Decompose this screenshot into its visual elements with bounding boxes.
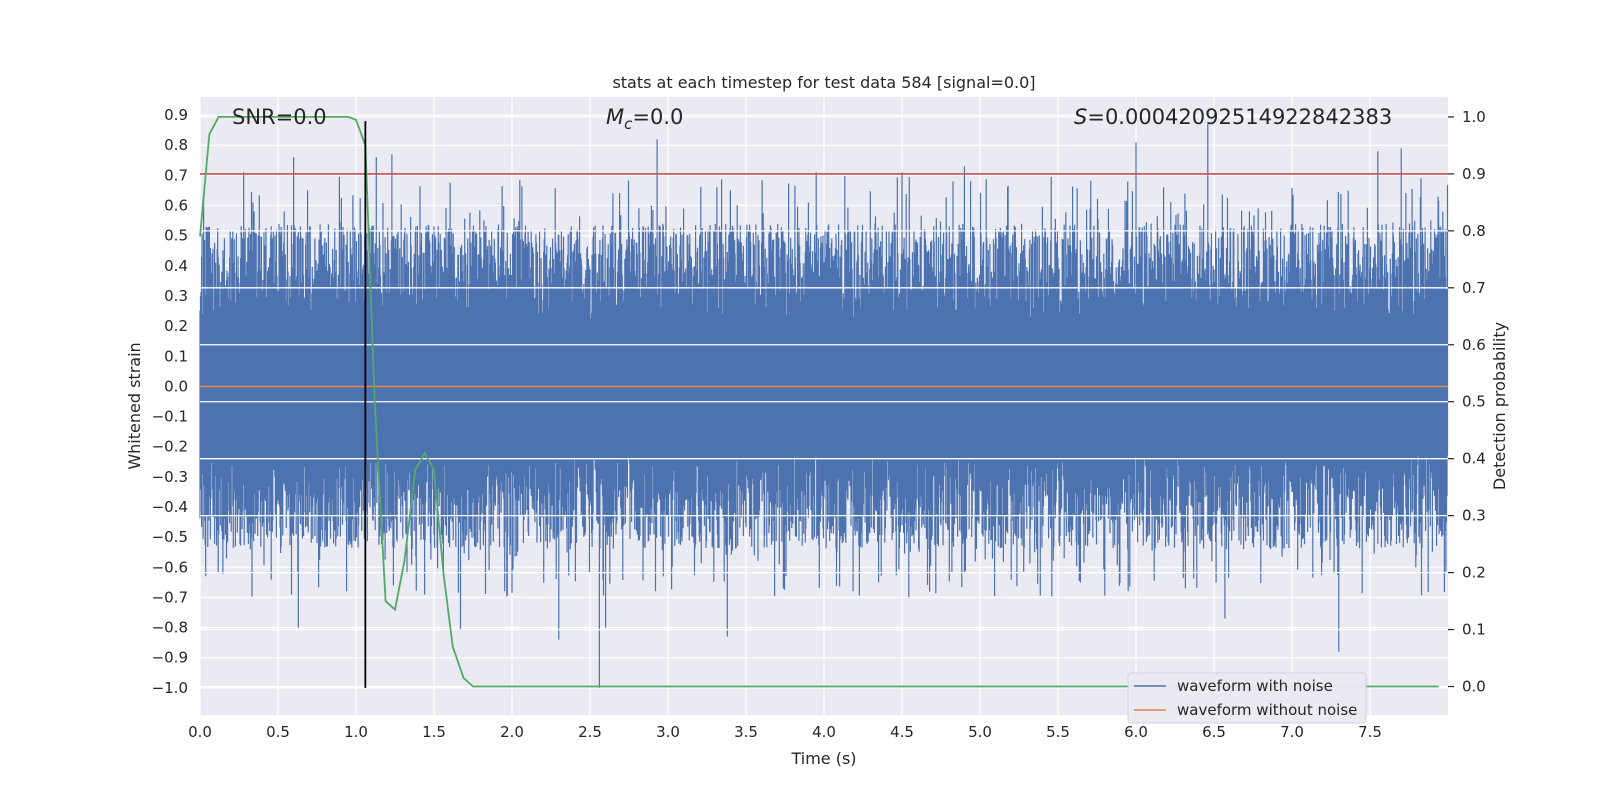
legend-label-with-noise: waveform with noise xyxy=(1177,677,1333,695)
series-waveform-with-noise xyxy=(199,124,1449,688)
legend: waveform with noise waveform without noi… xyxy=(1127,672,1367,724)
y-tick-label: 0.2 xyxy=(164,317,188,335)
x-tick-label: 6.0 xyxy=(1124,723,1148,741)
x-tick-label: 1.5 xyxy=(422,723,446,741)
chart-title: stats at each timestep for test data 584… xyxy=(612,73,1035,92)
y-axis-ticks: −1.0 −0.9 −0.8 −0.7 −0.6 −0.5 −0.4 −0.3 −0.2 −0.1… xyxy=(152,106,188,697)
y-tick-label: −0.9 xyxy=(152,649,188,667)
s-symbol: S xyxy=(1074,105,1087,129)
y-tick-label: 0.3 xyxy=(164,287,188,305)
y-tick-label: 0.5 xyxy=(164,227,188,245)
y-tick-label: −0.2 xyxy=(152,438,188,456)
legend-label-without-noise: waveform without noise xyxy=(1177,701,1357,719)
y2-axis-ticks: 0.0 0.1 0.2 0.3 0.4 0.5 0.6 0.7 0.8 0.9 1.0 xyxy=(1448,108,1486,696)
x-tick-label: 7.5 xyxy=(1358,723,1382,741)
y-tick-label: −0.8 xyxy=(152,619,188,637)
mc-value: =0.0 xyxy=(632,105,683,129)
y2-tick-label: 0.0 xyxy=(1462,678,1486,696)
x-tick-label: 5.0 xyxy=(968,723,992,741)
x-tick-label: 2.5 xyxy=(578,723,602,741)
y-tick-label: −0.7 xyxy=(152,588,188,606)
mc-subscript: c xyxy=(624,115,633,133)
y-tick-label: −0.6 xyxy=(152,558,188,576)
x-tick-label: 0.5 xyxy=(266,723,290,741)
x-tick-label: 1.0 xyxy=(344,723,368,741)
y2-tick-label: 0.1 xyxy=(1462,621,1486,639)
y2-tick-label: 0.8 xyxy=(1462,222,1486,240)
y-tick-label: 0.4 xyxy=(164,257,188,275)
y-tick-label: −0.5 xyxy=(152,528,188,546)
x-tick-label: 6.5 xyxy=(1202,723,1226,741)
s-annotation: S=0.00042092514922842383 xyxy=(1074,105,1392,129)
y-tick-label: 0.6 xyxy=(164,197,188,215)
y-tick-label: 0.8 xyxy=(164,136,188,154)
s-value: =0.00042092514922842383 xyxy=(1087,105,1392,129)
y-tick-label: −0.1 xyxy=(152,408,188,426)
y2-tick-label: 1.0 xyxy=(1462,108,1486,126)
y-tick-label: 0.7 xyxy=(164,166,188,184)
series-detection-probability xyxy=(199,116,1439,688)
x-tick-label: 4.0 xyxy=(812,723,836,741)
y-axis-label: Whitened strain xyxy=(125,342,144,469)
x-axis-ticks: 0.0 0.5 1.0 1.5 2.0 2.5 3.0 3.5 4.0 4.5 5.0 5.5 6.0 6… xyxy=(188,723,1382,741)
y-tick-label: 0.9 xyxy=(164,106,188,124)
x-tick-label: 3.0 xyxy=(656,723,680,741)
y-tick-label: −0.4 xyxy=(152,498,188,516)
legend-box xyxy=(1127,672,1367,724)
y-tick-label: 0.1 xyxy=(164,347,188,365)
x-tick-label: 7.0 xyxy=(1280,723,1304,741)
snr-annotation: SNR=0.0 xyxy=(232,105,327,129)
chirp-mass-annotation: Mc=0.0 xyxy=(606,105,683,133)
line-series xyxy=(199,116,1448,688)
x-tick-label: 5.5 xyxy=(1046,723,1070,741)
y2-tick-label: 0.2 xyxy=(1462,564,1486,582)
y-tick-label: −0.3 xyxy=(152,468,188,486)
x-tick-label: 2.0 xyxy=(500,723,524,741)
y2-tick-label: 0.3 xyxy=(1462,507,1486,525)
mc-symbol: M xyxy=(606,105,624,129)
y2-axis-label: Detection probability xyxy=(1490,322,1509,490)
y2-tick-label: 0.7 xyxy=(1462,279,1486,297)
y-tick-label: −1.0 xyxy=(152,679,188,697)
x-tick-label: 4.5 xyxy=(890,723,914,741)
y-tick-label: 0.0 xyxy=(164,377,188,395)
x-tick-label: 0.0 xyxy=(188,723,212,741)
x-tick-label: 3.5 xyxy=(734,723,758,741)
y2-tick-label: 0.6 xyxy=(1462,336,1486,354)
y2-tick-label: 0.4 xyxy=(1462,450,1486,468)
y2-tick-label: 0.5 xyxy=(1462,393,1486,411)
y2-tick-label: 0.9 xyxy=(1462,165,1486,183)
noise-waveform-series xyxy=(199,116,1449,688)
x-axis-label: Time (s) xyxy=(790,749,856,768)
